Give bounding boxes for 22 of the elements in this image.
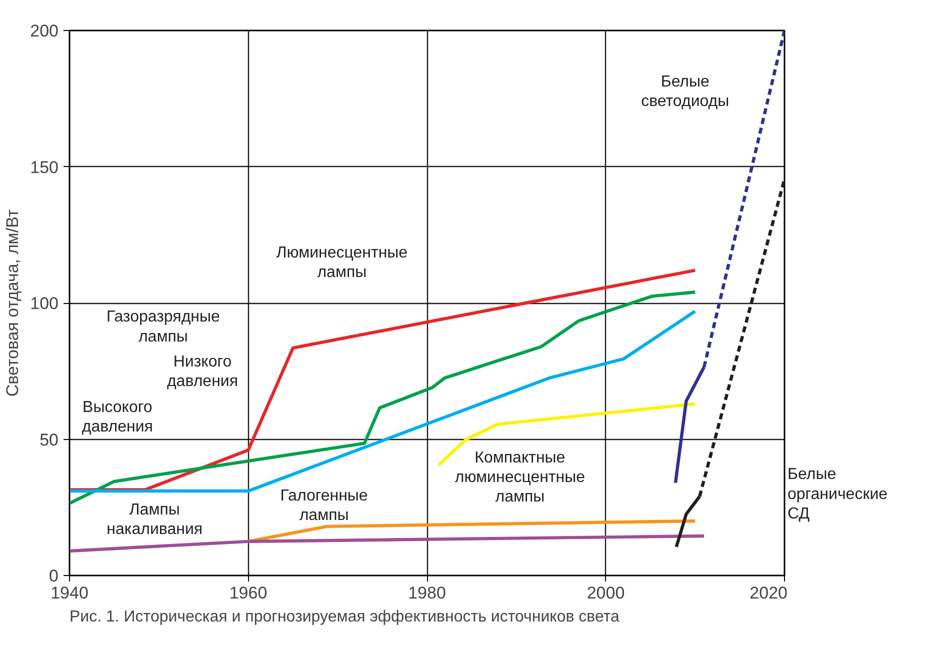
x-tick-label: 1960 — [229, 584, 268, 602]
x-tick-label: 1940 — [50, 584, 88, 602]
y-tick-label: 200 — [30, 22, 59, 40]
annotation: Компактные люминесцентные лампы — [454, 449, 586, 506]
annotation: Газоразрядные лампы — [106, 308, 220, 346]
annotation: Низкого давления — [166, 353, 238, 390]
y-tick-label: 100 — [30, 294, 59, 313]
x-tick-label: 2000 — [586, 584, 625, 602]
annotation: Лампы накаливания — [106, 502, 203, 538]
y-tick-label: 50 — [40, 430, 59, 450]
x-tick-label: 1980 — [408, 584, 446, 602]
y-tick-label: 0 — [49, 566, 59, 586]
x-tick-label: 2020 — [750, 584, 788, 602]
line-series — [437, 402, 697, 467]
y-tick-label: 150 — [30, 158, 59, 177]
annotation: Галогенные лампы — [280, 487, 368, 524]
text: Белые органические СД — [788, 466, 888, 522]
annotation: Высокого давления — [82, 399, 153, 436]
annotation: Белые светодиоды — [641, 73, 730, 110]
annotation: Люминесцентные лампы — [276, 244, 408, 281]
text: Рис. 1. Историческая и прогнозируемая эффективность источников света — [70, 608, 620, 626]
y-axis-title: Световая отдача, лм/Вт — [3, 209, 22, 397]
